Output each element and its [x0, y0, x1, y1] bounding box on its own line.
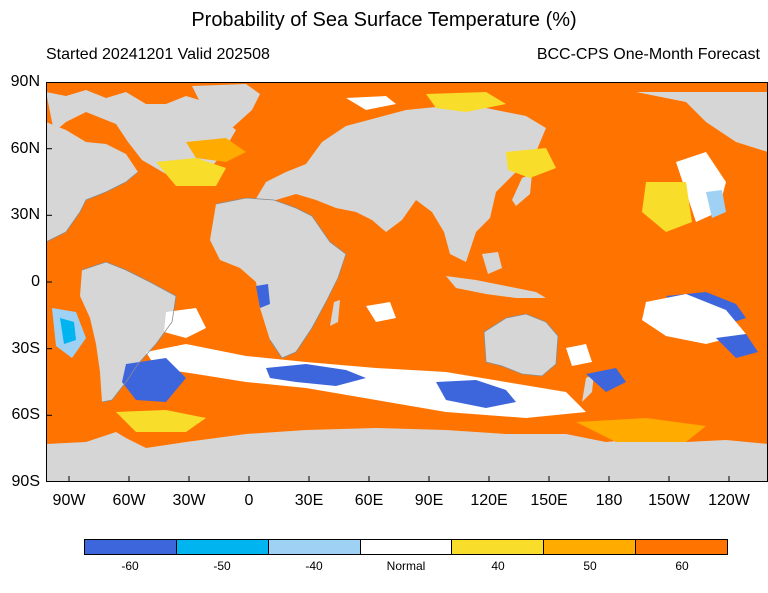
land-japan — [512, 174, 532, 206]
legend-label-1: -50 — [213, 559, 231, 573]
lon-label-180: 180 — [595, 492, 623, 509]
legend-label-2: -40 — [305, 559, 323, 573]
lon-label-150w: 150W — [648, 492, 690, 509]
patch-chile-cyan — [60, 318, 76, 344]
land-greenland — [192, 84, 260, 128]
lon-label-60e: 60E — [354, 492, 384, 509]
lon-label-150e: 150E — [530, 492, 568, 509]
patch-sea-of-okhotsk-yellow — [506, 148, 556, 178]
lat-label-30s: 30S — [11, 340, 40, 357]
legend-label-3: Normal — [386, 559, 426, 573]
lon-label-120w: 120W — [708, 492, 750, 509]
legend-swatch-0 — [85, 540, 177, 554]
patch-tasman-white — [566, 344, 592, 366]
legend-label-5: 50 — [583, 559, 597, 573]
lat-label-90s: 90S — [11, 473, 40, 490]
anomaly-patches — [52, 92, 758, 442]
land-antarctica — [46, 428, 768, 482]
patch-ross-sea-lightorange — [576, 418, 706, 442]
patch-south-ocean-blue-1 — [122, 358, 186, 402]
land-south-america — [80, 262, 176, 402]
land-australia — [484, 314, 558, 376]
patch-north-pacific-lightblue — [706, 190, 726, 218]
land-indonesia — [446, 276, 546, 298]
land-borneo — [482, 252, 502, 274]
lon-label-30w: 30W — [172, 492, 206, 509]
sst-map — [46, 82, 768, 482]
lon-label-30e: 30E — [294, 492, 324, 509]
lon-label-90e: 90E — [414, 492, 444, 509]
land-madagascar — [330, 300, 340, 326]
legend-swatch-1 — [176, 540, 269, 554]
patch-arctic-white — [346, 96, 396, 110]
land-north-america-south — [46, 122, 138, 242]
patch-arctic-yellow — [426, 92, 506, 112]
patch-angola-blue — [256, 284, 270, 308]
tick-marks — [46, 148, 730, 482]
patch-north-atlantic-yellow — [156, 158, 226, 186]
coastlines — [46, 122, 559, 403]
lat-label-60s: 60S — [11, 406, 40, 423]
legend-label-4: 40 — [491, 559, 505, 573]
legend-label-6: 60 — [675, 559, 689, 573]
legend-swatch-6 — [636, 540, 728, 554]
land-alaska — [636, 92, 768, 152]
land-eurasia — [254, 106, 546, 262]
patch-south-ocean-blue-4 — [586, 368, 626, 392]
map-title: Probability of Sea Surface Temperature (… — [191, 9, 577, 31]
legend-swatch-2 — [268, 540, 361, 554]
lon-label-90w: 90W — [52, 492, 86, 509]
lon-label-60w: 60W — [112, 492, 146, 509]
patch-south-ocean-blue-3 — [436, 380, 516, 408]
lon-label-0: 0 — [244, 492, 254, 509]
legend-swatch-5 — [544, 540, 637, 554]
legend-swatch-4 — [452, 540, 545, 554]
lon-label-120e: 120E — [470, 492, 508, 509]
lat-label-90n: 90N — [10, 73, 40, 90]
model-name: BCC-CPS One-Month Forecast — [536, 46, 760, 63]
forecast-dates: Started 20241201 Valid 202508 — [46, 46, 270, 63]
patch-south-ocean-blue-2 — [266, 364, 366, 386]
lat-label-60n: 60N — [10, 140, 40, 157]
patch-indian-ocean-white — [366, 302, 396, 322]
land-new-zealand — [582, 374, 594, 402]
patch-north-atlantic-lightorange — [186, 138, 246, 162]
legend-swatch-3 — [360, 540, 453, 554]
lat-label-eq: 0 — [31, 273, 40, 290]
patch-east-pacific-white — [642, 294, 746, 344]
legend-label-0: -60 — [121, 559, 139, 573]
color-legend — [84, 539, 728, 555]
patch-north-pacific-yellow — [642, 182, 692, 232]
lat-label-30n: 30N — [10, 206, 40, 223]
land-north-america — [46, 90, 236, 178]
patch-south-of-africa-yellow — [116, 410, 206, 432]
land-africa — [210, 198, 346, 358]
patch-south-pacific-blue — [716, 334, 758, 358]
patch-south-atlantic-white — [164, 308, 206, 338]
